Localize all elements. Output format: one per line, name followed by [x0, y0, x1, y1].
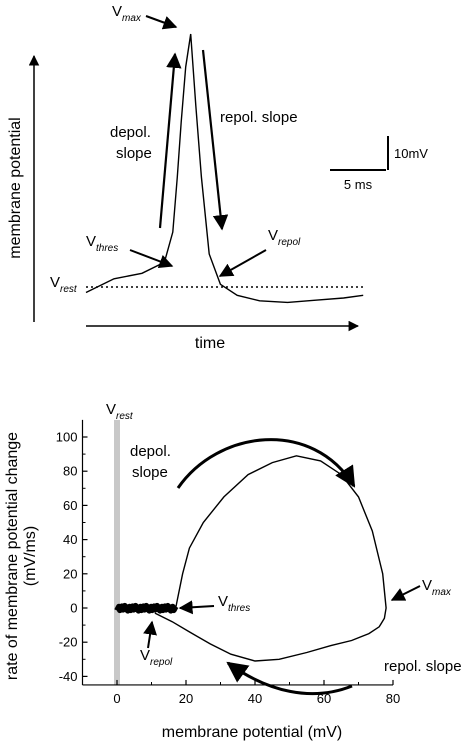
repol-slope-label: repol. slope: [220, 109, 298, 126]
repol-slope-arrow: [201, 49, 229, 231]
bottom-vmax-arrow: [390, 585, 421, 601]
vrest-label: Vrest: [50, 274, 78, 295]
vmax-arrow: [145, 15, 178, 30]
bottom-depol-label-line2: slope: [132, 464, 168, 481]
y-tick-label: -20: [59, 635, 78, 650]
y-tick-label: 0: [70, 601, 77, 616]
x-ticks: 0 20 40 60 80: [82, 679, 400, 706]
bottom-depol-label-line1: depol.: [130, 443, 171, 460]
vthres-arrow: [129, 249, 174, 269]
y-tick-label: 100: [56, 430, 78, 445]
vmax-label: Vmax: [112, 3, 142, 24]
y-tick-label: 80: [63, 464, 77, 479]
bottom-vmax-label: Vmax: [422, 577, 452, 598]
vthres-label: Vthres: [86, 233, 118, 254]
bottom-y-axis-label-line2: (mV/ms): [22, 526, 39, 586]
vrest-band: [114, 419, 120, 685]
resting-noise-blob: [114, 602, 179, 614]
bottom-repol-label: repol. slope: [384, 658, 462, 675]
phase-plot-loop: [154, 455, 387, 662]
y-tick-label: -40: [59, 669, 78, 684]
top-panel: membrane potential time 5 ms 10mV Vmax d…: [7, 3, 428, 352]
bottom-y-axis-label-line1: rate of membrane potential change: [4, 432, 21, 680]
top-y-axis-label: membrane potential: [7, 117, 24, 258]
vrepol-arrow: [218, 249, 267, 277]
bottom-panel: -40 -20 0 20 40 60 80 100 0 20 40 60 80 rate of mem…: [4, 401, 462, 741]
bottom-vthres-label: Vthres: [218, 593, 250, 614]
bottom-vrest-label: Vrest: [106, 401, 134, 422]
action-potential-trace: [85, 33, 364, 304]
y-tick-label: 40: [63, 532, 77, 547]
top-x-axis-label: time: [195, 335, 225, 352]
x-tick-label: 20: [179, 691, 193, 706]
x-tick-label: 0: [113, 691, 120, 706]
scale-bar-voltage-label: 10mV: [394, 146, 428, 161]
bottom-vthres-arrow: [178, 600, 215, 615]
y-ticks: -40 -20 0 20 40 60 80 100: [56, 430, 88, 684]
depol-slope-label-line1: depol.: [110, 124, 151, 141]
y-tick-label: 20: [63, 566, 77, 581]
repol-curved-arrow: [226, 661, 353, 696]
x-tick-label: 40: [248, 691, 262, 706]
bottom-vrepol-arrow: [143, 620, 158, 649]
depol-slope-arrow: [158, 52, 182, 229]
depol-slope-label-line2: slope: [116, 145, 152, 162]
vrepol-label: Vrepol: [268, 227, 301, 248]
depol-curved-arrow: [176, 438, 356, 489]
y-tick-label: 60: [63, 498, 77, 513]
x-tick-label: 80: [386, 691, 400, 706]
noise-scribble: [114, 602, 179, 614]
bottom-vrepol-label: Vrepol: [140, 647, 173, 668]
scale-bar-time-label: 5 ms: [344, 177, 373, 192]
bottom-x-axis-label: membrane potential (mV): [162, 724, 343, 741]
